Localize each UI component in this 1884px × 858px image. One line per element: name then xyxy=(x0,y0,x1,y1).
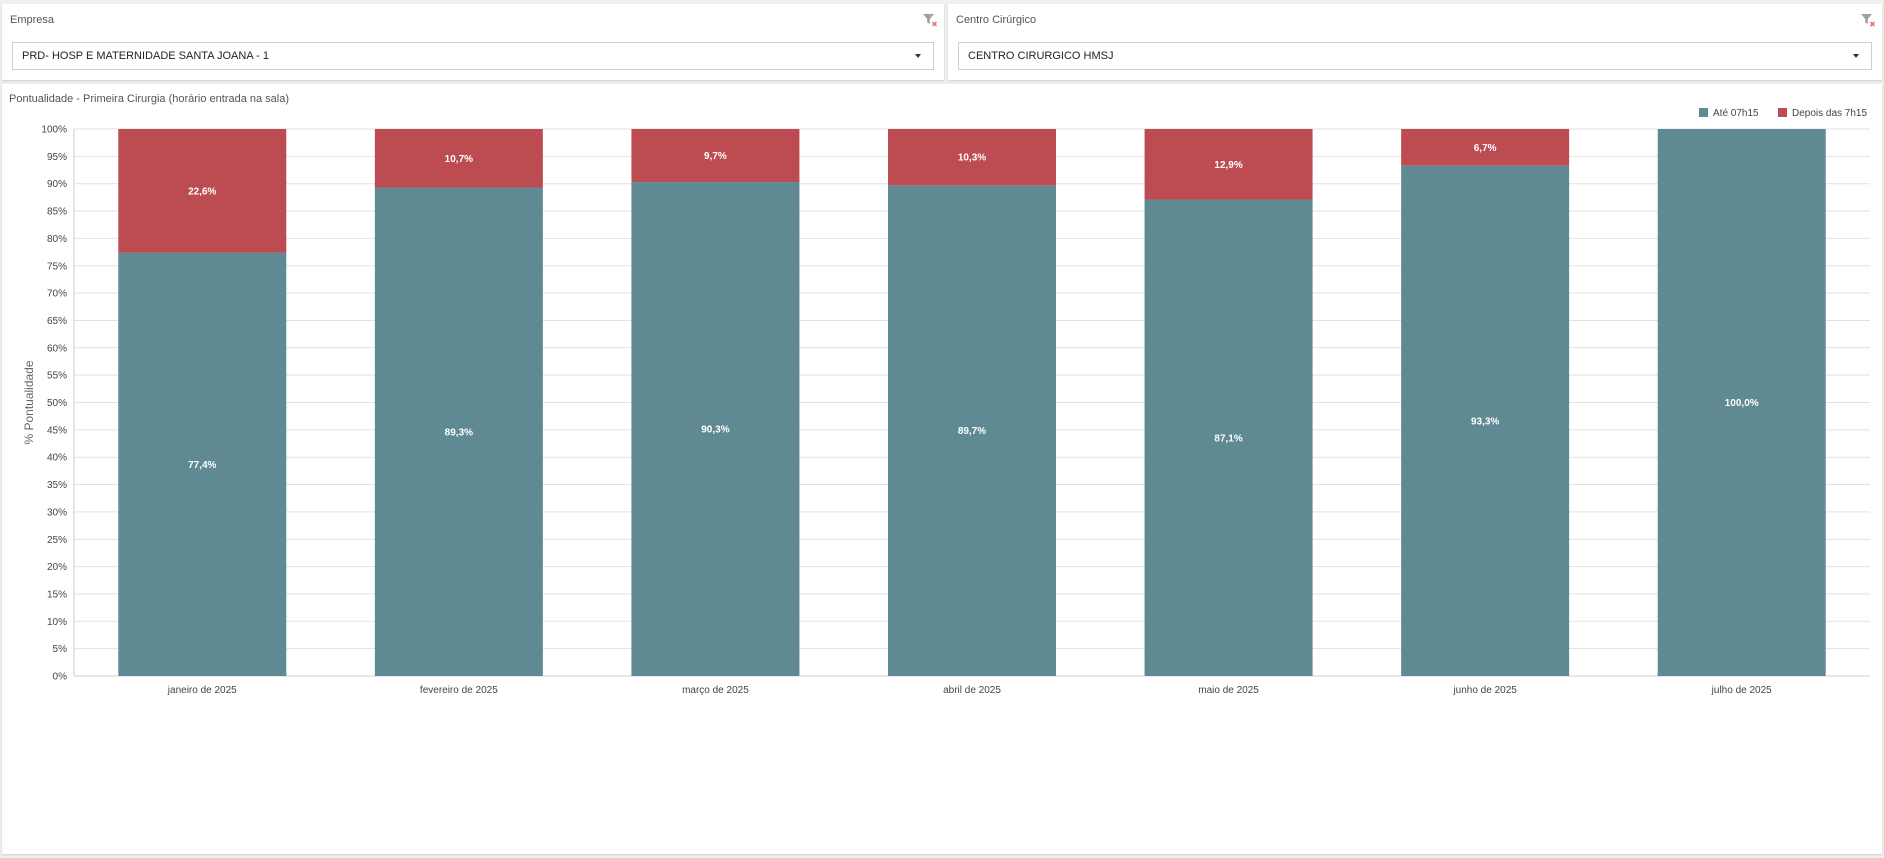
y-tick-label: 25% xyxy=(47,535,67,546)
y-tick-label: 35% xyxy=(47,480,67,491)
bar-value-label: 10,3% xyxy=(958,153,986,164)
bar-segment-ate-07h15[interactable] xyxy=(1401,165,1570,677)
bar-segment-depois-7h15[interactable] xyxy=(631,129,800,183)
legend-label-depois-7h15[interactable]: Depois das 7h15 xyxy=(1792,108,1867,119)
bar-value-label: 9,7% xyxy=(704,151,727,162)
legend-swatch-depois-7h15 xyxy=(1778,108,1787,117)
y-tick-label: 0% xyxy=(53,672,68,683)
y-tick-label: 95% xyxy=(47,152,67,163)
y-tick-label: 55% xyxy=(47,371,67,382)
bar-value-label: 6,7% xyxy=(1474,143,1497,154)
empresa-dropdown[interactable]: PRD- HOSP E MATERNIDADE SANTA JOANA - 1 xyxy=(12,42,934,70)
x-tick-label: março de 2025 xyxy=(682,685,749,696)
y-tick-label: 65% xyxy=(47,316,67,327)
bar-segment-ate-07h15[interactable] xyxy=(888,185,1056,676)
stacked-bar-chart: 0% 5% 10% 15% 20% 25% 30% 35% 40% 45% 50% 55% 60% 65%… xyxy=(22,108,1870,696)
legend-swatch-ate-07h15 xyxy=(1699,108,1708,117)
bar-segment-depois-7h15[interactable] xyxy=(888,129,1056,186)
centro-cirurgico-dropdown-value: CENTRO CIRURGICO HMSJ xyxy=(968,50,1114,62)
bar-segment-ate-07h15[interactable] xyxy=(1144,199,1313,677)
y-axis-title: % Pontualidade xyxy=(22,360,36,444)
empresa-filter-title: Empresa xyxy=(10,14,55,26)
bar-value-label: 87,1% xyxy=(1214,433,1242,444)
y-tick-label: 45% xyxy=(47,425,67,436)
bar-value-label: 90,3% xyxy=(701,425,729,436)
x-tick-label: junho de 2025 xyxy=(1452,685,1517,696)
clear-filter-icon[interactable] xyxy=(1860,12,1876,28)
centro-cirurgico-filter-panel: Centro Cirúrgico CENTRO CIRURGICO HMSJ xyxy=(948,4,1882,80)
x-tick-label: maio de 2025 xyxy=(1198,685,1259,696)
y-tick-label: 90% xyxy=(47,179,67,190)
bar-segment-depois-7h15[interactable] xyxy=(1401,129,1570,166)
chevron-down-icon xyxy=(1853,54,1859,58)
y-tick-label: 20% xyxy=(47,562,67,573)
x-tick-label: julho de 2025 xyxy=(1711,685,1772,696)
chevron-down-icon xyxy=(915,54,921,58)
bar-segment-ate-07h15[interactable] xyxy=(1657,129,1826,676)
bar-value-label: 93,3% xyxy=(1471,416,1499,427)
chart-title: Pontualidade - Primeira Cirurgia (horári… xyxy=(9,93,290,105)
clear-filter-icon[interactable] xyxy=(922,12,938,28)
bar-value-label: 89,7% xyxy=(958,426,986,437)
y-tick-label: 15% xyxy=(47,589,67,600)
y-tick-label: 60% xyxy=(47,343,67,354)
bar-value-label: 77,4% xyxy=(188,460,216,471)
y-tick-label: 75% xyxy=(47,261,67,272)
y-tick-label: 85% xyxy=(47,207,67,218)
chart-panel: Pontualidade - Primeira Cirurgia (horári… xyxy=(2,84,1882,854)
bar-value-label: 22,6% xyxy=(188,186,216,197)
y-tick-label: 70% xyxy=(47,289,67,300)
centro-cirurgico-filter-title: Centro Cirúrgico xyxy=(956,14,1037,26)
bar-value-label: 12,9% xyxy=(1214,160,1242,171)
bar-segment-depois-7h15[interactable] xyxy=(118,129,287,253)
x-tick-label: abril de 2025 xyxy=(943,685,1001,696)
centro-cirurgico-dropdown[interactable]: CENTRO CIRURGICO HMSJ xyxy=(958,42,1872,70)
bar-value-label: 89,3% xyxy=(445,427,473,438)
y-tick-label: 5% xyxy=(53,644,68,655)
x-tick-label: janeiro de 2025 xyxy=(167,685,237,696)
x-tick-label: fevereiro de 2025 xyxy=(420,685,498,696)
bar-segment-ate-07h15[interactable] xyxy=(374,187,543,676)
bar-value-label: 10,7% xyxy=(445,154,473,165)
bar-segment-ate-07h15[interactable] xyxy=(631,182,800,676)
y-tick-label: 40% xyxy=(47,453,67,464)
bar-segment-depois-7h15[interactable] xyxy=(1144,129,1313,200)
y-tick-label: 30% xyxy=(47,507,67,518)
bar-value-label: 100,0% xyxy=(1725,398,1759,409)
empresa-filter-panel: Empresa PRD- HOSP E MATERNIDADE SANTA JO… xyxy=(2,4,944,80)
y-tick-label: 100% xyxy=(41,125,67,136)
legend-label-ate-07h15[interactable]: Até 07h15 xyxy=(1713,108,1759,119)
y-tick-label: 80% xyxy=(47,234,67,245)
y-tick-label: 10% xyxy=(47,617,67,628)
bar-segment-depois-7h15[interactable] xyxy=(374,129,543,188)
y-tick-label: 50% xyxy=(47,398,67,409)
empresa-dropdown-value: PRD- HOSP E MATERNIDADE SANTA JOANA - 1 xyxy=(22,50,269,62)
bar-segment-ate-07h15[interactable] xyxy=(118,252,287,676)
